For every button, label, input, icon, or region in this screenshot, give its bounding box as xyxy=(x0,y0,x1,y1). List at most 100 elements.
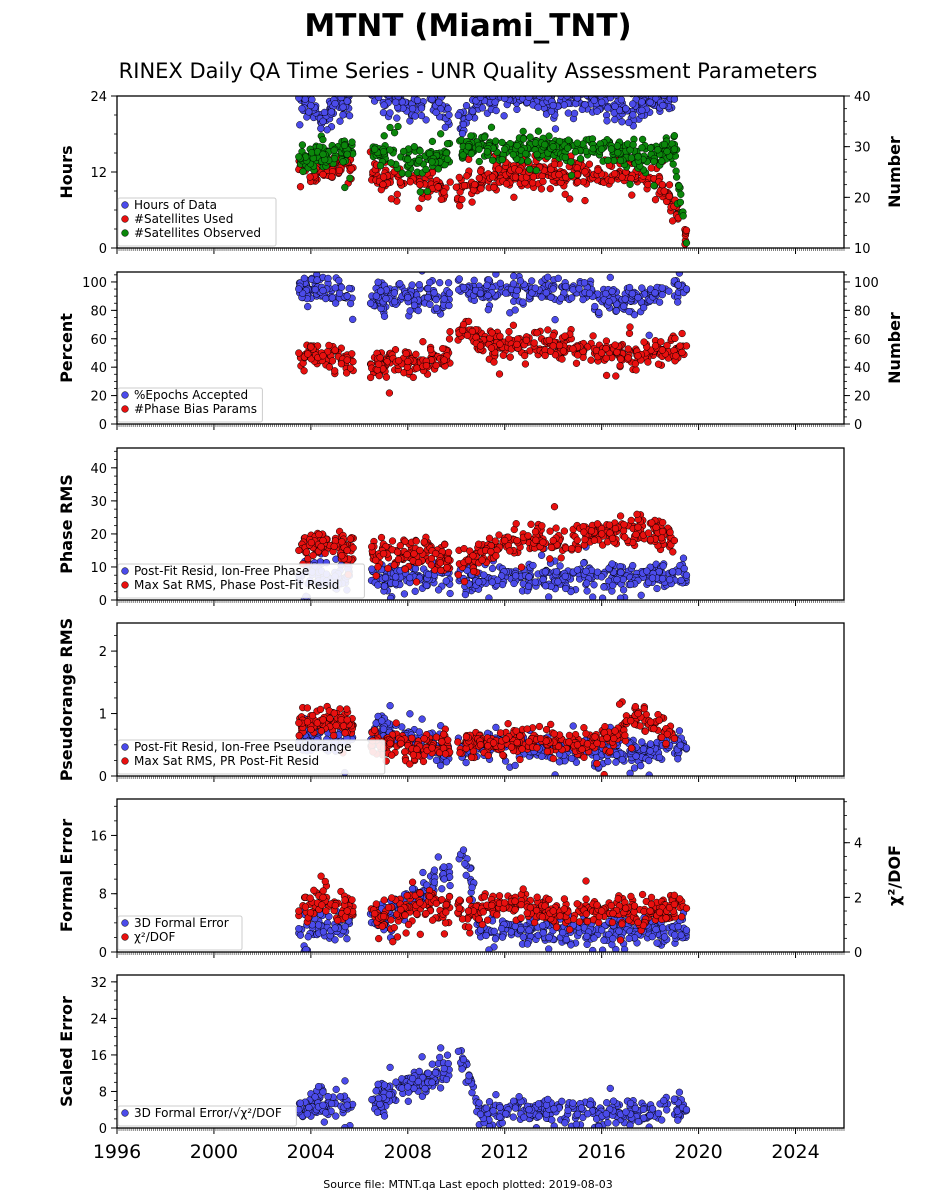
data-point xyxy=(680,564,688,573)
data-point xyxy=(622,105,630,113)
data-point xyxy=(533,150,541,159)
data-point xyxy=(651,342,660,350)
data-point xyxy=(626,323,634,331)
y2-axis-label: Number xyxy=(885,312,904,384)
data-point xyxy=(332,299,340,307)
data-point xyxy=(464,143,473,151)
data-point xyxy=(368,96,376,99)
data-point xyxy=(675,727,684,735)
data-point xyxy=(682,239,691,247)
data-point xyxy=(577,83,584,90)
data-point xyxy=(366,373,375,382)
data-point xyxy=(551,316,559,324)
data-point xyxy=(304,302,312,311)
data-point xyxy=(484,291,492,300)
data-point xyxy=(608,287,616,296)
data-point xyxy=(304,350,312,358)
data-point xyxy=(620,302,628,310)
data-point xyxy=(666,576,674,584)
data-point xyxy=(439,344,447,353)
data-point xyxy=(298,141,307,149)
data-point xyxy=(534,127,543,135)
data-point xyxy=(393,548,402,556)
data-point xyxy=(440,356,448,364)
data-point xyxy=(410,550,418,558)
data-point xyxy=(652,523,660,532)
legend-label: Max Sat RMS, Phase Post-Fit Resid xyxy=(134,578,339,592)
data-point xyxy=(378,86,385,93)
data-point xyxy=(640,338,648,346)
data-point xyxy=(459,151,467,159)
data-point xyxy=(337,283,346,291)
data-point xyxy=(646,98,654,106)
data-point xyxy=(319,352,327,360)
data-point xyxy=(606,96,615,102)
data-point xyxy=(558,355,566,363)
data-point xyxy=(295,285,303,293)
data-point xyxy=(328,173,336,181)
data-point xyxy=(416,147,424,155)
data-point xyxy=(327,108,335,116)
data-point xyxy=(569,286,577,294)
data-point xyxy=(579,295,587,304)
data-point xyxy=(488,329,496,337)
data-point xyxy=(587,356,595,364)
data-point xyxy=(435,98,443,106)
data-point xyxy=(307,538,316,547)
data-point xyxy=(348,138,356,146)
data-point xyxy=(376,88,383,95)
legend-marker xyxy=(121,229,129,237)
data-point xyxy=(345,96,353,99)
figure-subtitle: RINEX Daily QA Time Series - UNR Quality… xyxy=(119,59,818,83)
data-point xyxy=(485,534,494,542)
data-point xyxy=(414,306,422,315)
data-point xyxy=(505,327,513,336)
data-point xyxy=(324,274,332,283)
data-point xyxy=(319,150,327,158)
data-point xyxy=(630,311,639,319)
data-point xyxy=(658,181,666,189)
data-point xyxy=(465,113,473,121)
data-point xyxy=(594,85,601,92)
data-point xyxy=(660,187,668,195)
data-point xyxy=(567,158,575,166)
data-point xyxy=(440,188,448,196)
data-point xyxy=(509,280,518,288)
data-point xyxy=(519,298,527,306)
data-point xyxy=(408,105,417,113)
data-point xyxy=(678,348,686,357)
legend-marker xyxy=(121,391,129,399)
series-percent-0 xyxy=(295,272,691,339)
data-point xyxy=(301,96,309,103)
data-point xyxy=(413,96,422,104)
data-point xyxy=(572,359,581,367)
data-point xyxy=(664,85,671,92)
data-point xyxy=(460,181,469,190)
y2-tick-label: 20 xyxy=(854,191,871,206)
data-point xyxy=(539,538,547,546)
series-hours-2 xyxy=(295,122,691,247)
data-point xyxy=(484,86,491,93)
data-point xyxy=(669,548,677,556)
y-tick-label: 0 xyxy=(99,418,107,433)
data-point xyxy=(374,563,382,571)
data-point xyxy=(424,570,433,579)
legend-label: Post-Fit Resid, Ion-Free Phase xyxy=(134,564,309,578)
data-point xyxy=(581,196,589,205)
data-point xyxy=(596,96,599,97)
data-point xyxy=(441,540,449,549)
data-point xyxy=(295,546,303,555)
data-point xyxy=(386,123,394,132)
legend-marker xyxy=(121,567,129,575)
data-point xyxy=(443,564,451,572)
data-point xyxy=(519,135,528,143)
data-point xyxy=(619,586,628,594)
data-point xyxy=(492,272,500,278)
data-point xyxy=(576,155,585,163)
data-point xyxy=(418,715,426,723)
data-point xyxy=(463,172,471,180)
data-point xyxy=(299,167,307,176)
data-point xyxy=(455,275,463,283)
y2-tick-label: 20 xyxy=(854,390,871,405)
data-point xyxy=(515,89,522,96)
